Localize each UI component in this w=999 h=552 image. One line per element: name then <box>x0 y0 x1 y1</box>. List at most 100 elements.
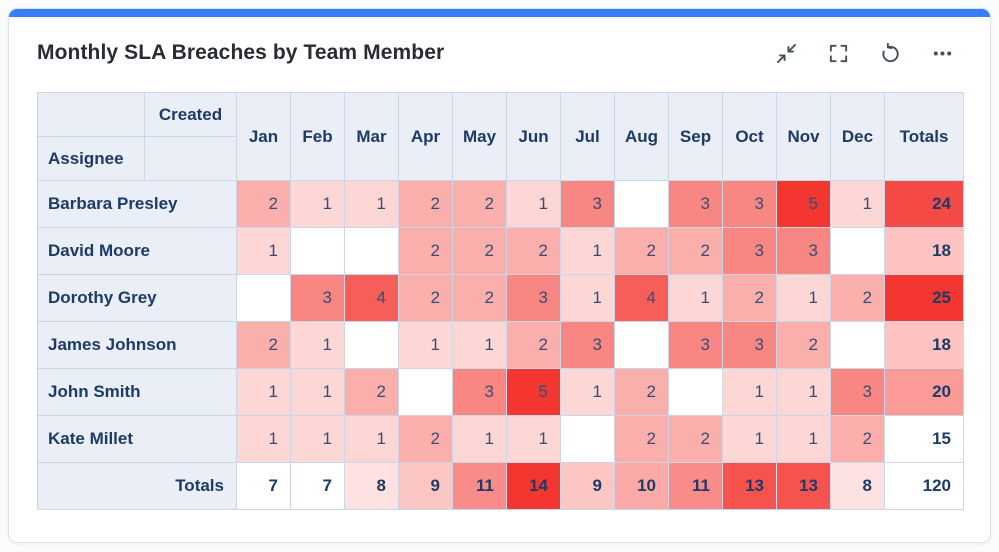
heat-cell: 2 <box>452 180 507 228</box>
heat-cell: 1 <box>560 227 615 275</box>
heat-cell: 2 <box>830 274 885 322</box>
heat-cell: 1 <box>776 415 831 463</box>
heat-cell: 1 <box>506 180 561 228</box>
assignee-name: Dorothy Grey <box>37 274 237 322</box>
heat-cell: 3 <box>560 180 615 228</box>
created-empty-cell <box>144 136 237 181</box>
heat-cell: 2 <box>344 368 399 416</box>
column-total-cell: 7 <box>236 462 291 510</box>
heat-cell: 2 <box>452 274 507 322</box>
heat-cell: 1 <box>722 368 777 416</box>
heat-cell: 3 <box>722 227 777 275</box>
totals-row-label: Totals <box>37 462 237 510</box>
column-total-cell: 8 <box>830 462 885 510</box>
assignee-name: James Johnson <box>37 321 237 369</box>
heat-cell: 1 <box>506 415 561 463</box>
heat-cell: 1 <box>398 321 453 369</box>
column-total-cell: 13 <box>776 462 831 510</box>
columns-dimension-label: Created <box>144 92 237 137</box>
minimize-button[interactable] <box>775 42 798 65</box>
assignee-row: Kate Millet 1 1 1 2 1 1 2 2 1 1 2 15 <box>37 415 964 463</box>
assignee-row: David Moore 1 2 2 2 1 2 2 3 3 18 <box>37 227 964 275</box>
heat-cell <box>830 227 885 275</box>
column-total-cell: 11 <box>452 462 507 510</box>
heat-cell: 1 <box>560 274 615 322</box>
heat-cell <box>344 227 399 275</box>
heat-cell: 1 <box>452 415 507 463</box>
heat-cell: 1 <box>722 415 777 463</box>
more-options-button[interactable] <box>931 42 954 65</box>
month-header-apr: Apr <box>398 92 453 181</box>
heat-cell: 1 <box>290 415 345 463</box>
heat-cell: 3 <box>560 321 615 369</box>
column-total-cell: 10 <box>614 462 669 510</box>
month-header-jul: Jul <box>560 92 615 181</box>
assignee-name: Barbara Presley <box>37 180 237 228</box>
heat-cell: 2 <box>668 415 723 463</box>
month-header-sep: Sep <box>668 92 723 181</box>
heat-cell: 2 <box>722 274 777 322</box>
heat-cell: 3 <box>506 274 561 322</box>
heat-cell: 1 <box>344 415 399 463</box>
month-header-aug: Aug <box>614 92 669 181</box>
heat-cell: 1 <box>236 227 291 275</box>
assignee-row: James Johnson 2 1 1 1 2 3 3 3 2 18 <box>37 321 964 369</box>
heat-cell <box>398 368 453 416</box>
column-total-cell: 8 <box>344 462 399 510</box>
heat-cell: 5 <box>776 180 831 228</box>
month-header-may: May <box>452 92 507 181</box>
heat-cell <box>344 321 399 369</box>
row-total-cell: 25 <box>884 274 964 322</box>
heat-cell: 3 <box>776 227 831 275</box>
heat-cell: 4 <box>344 274 399 322</box>
month-header-dec: Dec <box>830 92 885 181</box>
heat-cell: 2 <box>452 227 507 275</box>
rows-dimension-label: Assignee <box>37 136 145 181</box>
heat-cell: 3 <box>452 368 507 416</box>
heat-cell <box>614 321 669 369</box>
heat-cell: 2 <box>614 368 669 416</box>
heat-cell: 1 <box>560 368 615 416</box>
heat-cell: 2 <box>776 321 831 369</box>
heat-cell: 2 <box>398 415 453 463</box>
corner-cell <box>37 92 145 137</box>
heat-cell: 2 <box>236 321 291 369</box>
row-total-cell: 18 <box>884 321 964 369</box>
header-row-dimensions: Created Jan Feb Mar Apr May Jun Jul Aug Sep Oct No… <box>37 92 964 181</box>
refresh-button[interactable] <box>879 42 902 65</box>
dashboard-widget-card: Monthly SLA Breaches by Team Member <box>8 8 991 543</box>
minimize-icon <box>775 42 798 65</box>
row-total-cell: 20 <box>884 368 964 416</box>
heat-cell <box>668 368 723 416</box>
column-total-cell: 13 <box>722 462 777 510</box>
fullscreen-button[interactable] <box>827 42 850 65</box>
heat-cell: 2 <box>506 321 561 369</box>
page-title: Monthly SLA Breaches by Team Member <box>37 41 445 64</box>
heat-cell: 1 <box>668 274 723 322</box>
heat-cell: 1 <box>452 321 507 369</box>
assignee-row: Dorothy Grey 3 4 2 2 3 1 4 1 2 1 2 25 <box>37 274 964 322</box>
heat-cell: 1 <box>830 180 885 228</box>
heat-cell <box>290 227 345 275</box>
totals-column-header: Totals <box>884 92 964 181</box>
month-header-feb: Feb <box>290 92 345 181</box>
header-row-assignee: Assignee <box>37 136 964 181</box>
month-header-oct: Oct <box>722 92 777 181</box>
heat-cell: 3 <box>668 180 723 228</box>
assignee-name: John Smith <box>37 368 237 416</box>
heat-cell: 5 <box>506 368 561 416</box>
heat-cell: 1 <box>290 321 345 369</box>
assignee-row: Barbara Presley 2 1 1 2 2 1 3 3 3 5 1 24 <box>37 180 964 228</box>
row-total-cell: 18 <box>884 227 964 275</box>
heat-cell: 3 <box>722 180 777 228</box>
column-total-cell: 9 <box>398 462 453 510</box>
heat-cell <box>830 321 885 369</box>
heat-cell: 2 <box>614 415 669 463</box>
card-accent-bar <box>9 9 990 17</box>
month-header-mar: Mar <box>344 92 399 181</box>
ellipsis-icon <box>931 42 954 65</box>
heat-cell: 2 <box>506 227 561 275</box>
heat-cell: 2 <box>398 227 453 275</box>
grand-total-cell: 120 <box>884 462 964 510</box>
assignee-name: Kate Millet <box>37 415 237 463</box>
